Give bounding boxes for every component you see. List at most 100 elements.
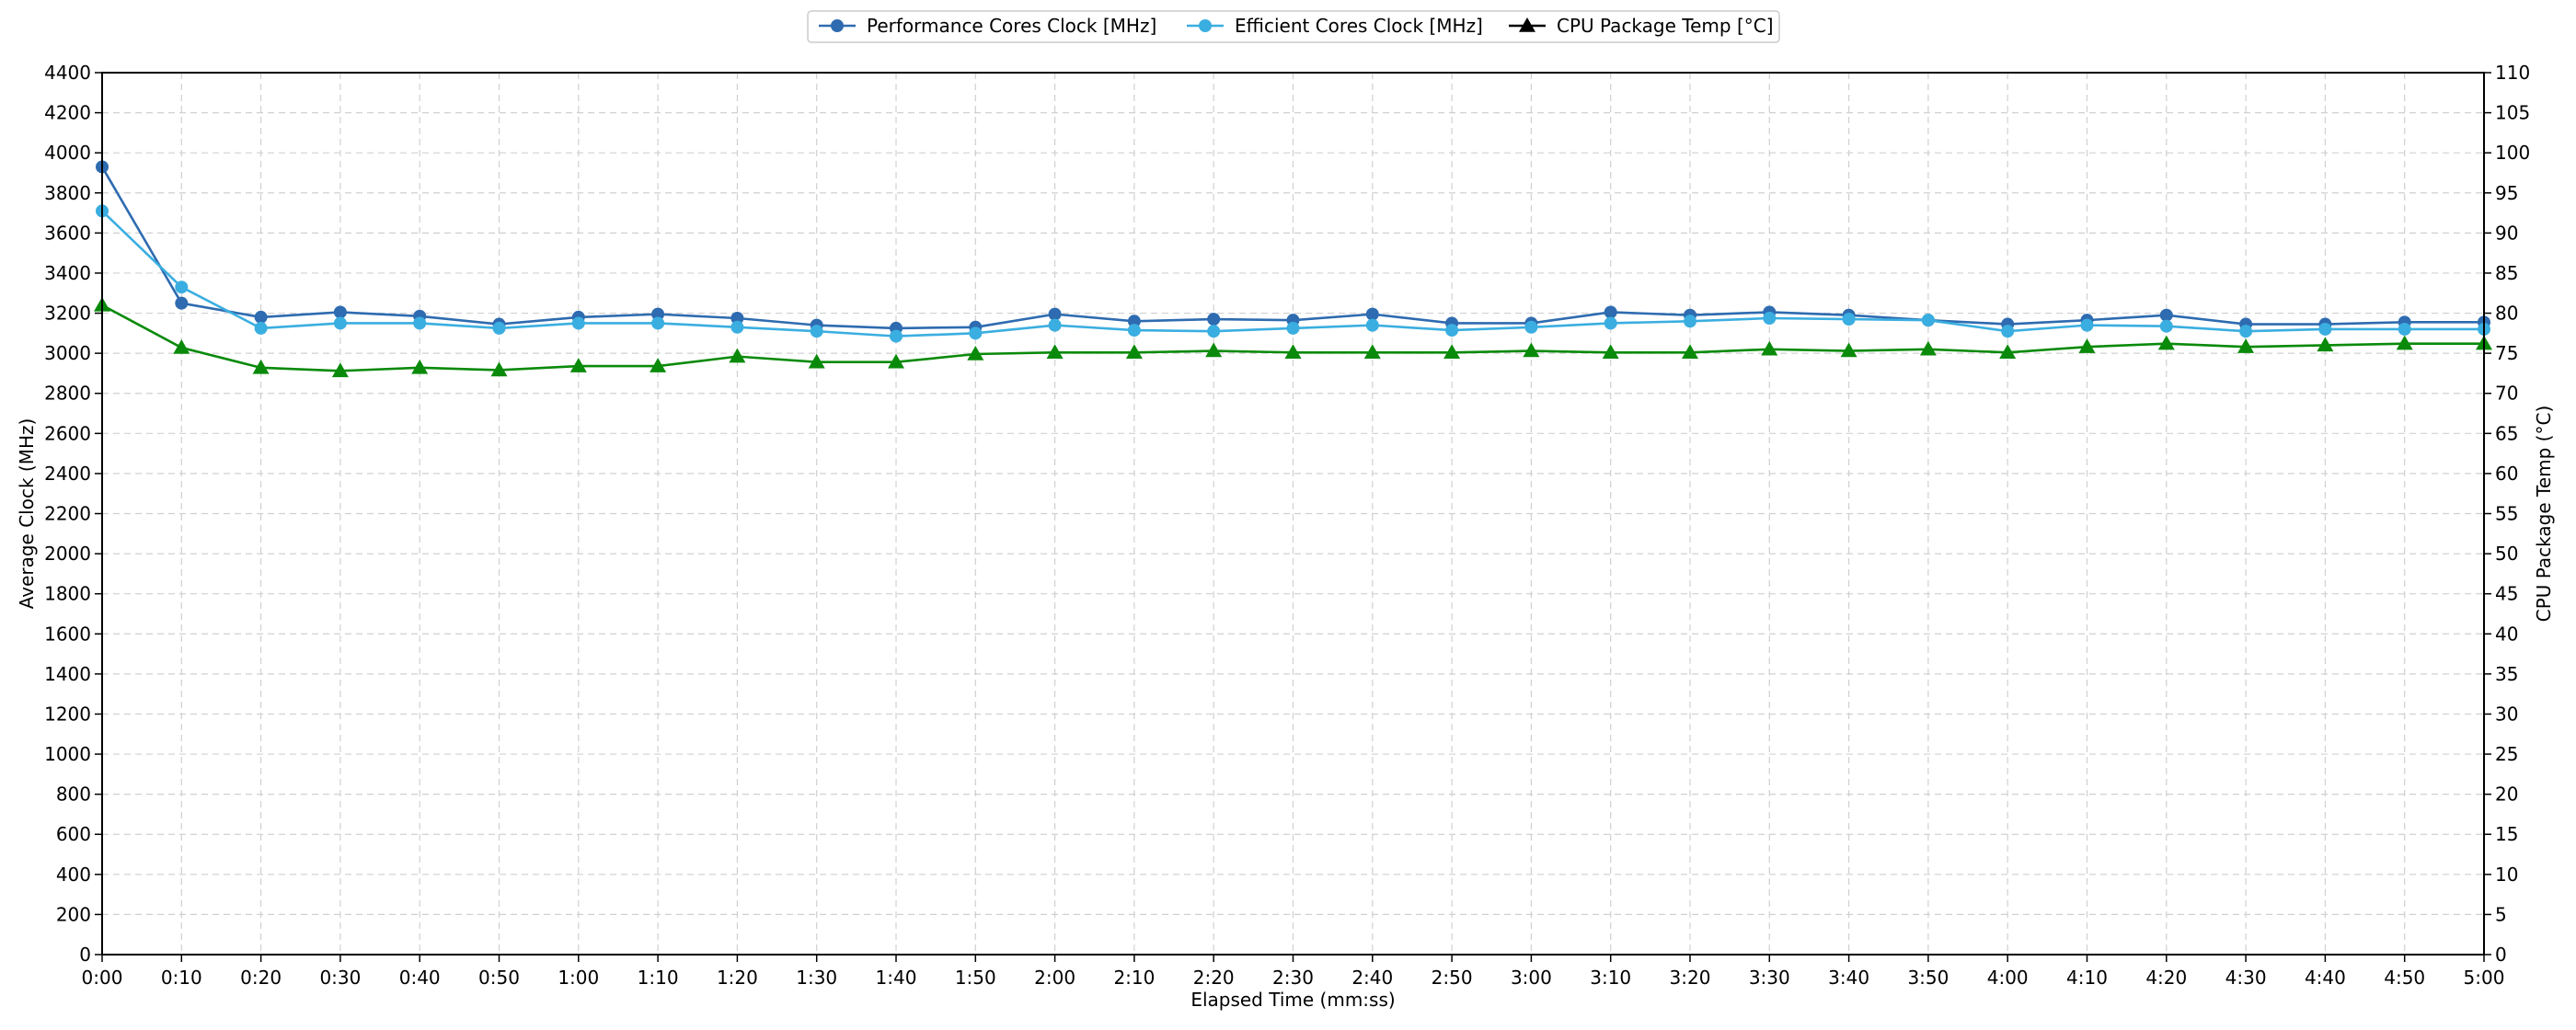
axes: 0:00 0:10 0:20 0:30 0:40 0:50 1:00 1:10 1:20 1:30… [44, 62, 2530, 989]
data-point [969, 326, 983, 340]
data-point [2317, 337, 2334, 352]
data-point [1604, 305, 1617, 319]
data-point [254, 310, 268, 324]
data-point [967, 346, 984, 360]
data-point [730, 311, 744, 325]
grid [101, 72, 2485, 956]
data-point [2078, 338, 2096, 353]
data-point [1205, 342, 1223, 358]
data-point [651, 316, 665, 330]
data-point [1284, 344, 1302, 360]
x-tick-label: 1:40 [876, 967, 917, 989]
data-point [1919, 340, 1937, 356]
series-2 [94, 296, 2492, 378]
data-point [569, 358, 587, 372]
y2-tick-label: 80 [2495, 303, 2518, 325]
x-tick-label: 3:10 [1590, 967, 1631, 989]
legend: Performance Cores Clock [MHz] Efficient C… [807, 10, 1780, 43]
data-point [1363, 344, 1381, 360]
data-point [1443, 344, 1461, 360]
data-point [729, 348, 746, 363]
data-point [888, 353, 904, 369]
y2-tick-label: 70 [2495, 383, 2518, 405]
data-point [173, 339, 190, 354]
data-point [1125, 344, 1143, 360]
y2-tick-label: 10 [2495, 864, 2518, 886]
y2-tick-label: 5 [2495, 903, 2507, 925]
data-point [2396, 335, 2413, 350]
y-tick-label: 2800 [44, 383, 91, 405]
data-point [1763, 311, 1777, 325]
y-tick-label: 2600 [44, 422, 91, 444]
data-point [492, 321, 506, 335]
data-point [650, 358, 667, 372]
data-point [730, 320, 744, 334]
y-tick-label: 4400 [44, 62, 91, 84]
data-point [1048, 307, 1062, 321]
y2-tick-label: 30 [2495, 703, 2518, 725]
y-tick-label: 400 [56, 864, 91, 886]
legend-label: CPU Package Temp [°C] [1557, 15, 1774, 37]
x-tick-label: 0:20 [240, 967, 282, 989]
legend-box [807, 10, 1780, 43]
legend-marker [1199, 19, 1212, 32]
data-point [1365, 307, 1379, 321]
y2-tick-label: 65 [2495, 422, 2518, 444]
data-point [2080, 318, 2094, 332]
y2-tick-label: 100 [2495, 142, 2530, 164]
data-point [333, 316, 347, 330]
series-layer [94, 160, 2492, 378]
x-tick-label: 3:00 [1511, 967, 1552, 989]
data-point [175, 280, 189, 294]
data-point [1365, 318, 1379, 332]
y-tick-label: 800 [56, 784, 91, 806]
data-point [411, 359, 429, 374]
data-point [1523, 342, 1540, 358]
x-tick-label: 1:50 [955, 967, 996, 989]
data-point [1127, 324, 1141, 338]
data-point [1445, 324, 1459, 338]
x-tick-label: 2:30 [1272, 967, 1314, 989]
legend-label: Performance Cores Clock [MHz] [867, 15, 1156, 37]
legend-marker [1519, 17, 1535, 32]
data-point [1842, 313, 1856, 326]
x-tick-label: 0:30 [319, 967, 361, 989]
y-tick-label: 3000 [44, 342, 91, 364]
data-point [1604, 316, 1617, 330]
y-tick-label: 4000 [44, 142, 91, 164]
data-point [808, 353, 825, 369]
x-tick-label: 0:10 [161, 967, 202, 989]
data-point [333, 305, 347, 319]
legend-marker [831, 19, 844, 32]
y2-tick-label: 40 [2495, 623, 2518, 645]
y-tick-label: 3800 [44, 182, 91, 204]
x-tick-label: 3:30 [1749, 967, 1790, 989]
data-point [2398, 322, 2411, 336]
y2-tick-label: 45 [2495, 583, 2518, 605]
y2-axis-title: CPU Package Temp (°C) [2533, 406, 2555, 623]
y2-tick-label: 15 [2495, 823, 2518, 845]
x-tick-label: 4:20 [2145, 967, 2187, 989]
x-tick-label: 3:40 [1828, 967, 1869, 989]
data-point [1286, 321, 1300, 335]
x-tick-label: 3:50 [1907, 967, 1949, 989]
data-point [1207, 325, 1221, 338]
x-tick-label: 1:20 [717, 967, 758, 989]
x-tick-label: 2:20 [1193, 967, 1235, 989]
x-tick-label: 4:50 [2384, 967, 2425, 989]
y2-tick-label: 25 [2495, 743, 2518, 765]
y-tick-label: 3600 [44, 222, 91, 244]
x-tick-label: 4:30 [2225, 967, 2267, 989]
x-tick-label: 4:10 [2066, 967, 2108, 989]
x-tick-label: 4:00 [1987, 967, 2029, 989]
y-tick-label: 3400 [44, 262, 91, 284]
data-point [1207, 313, 1221, 326]
legend-label: Efficient Cores Clock [MHz] [1235, 15, 1483, 37]
y-tick-label: 0 [79, 944, 91, 966]
series-1 [96, 204, 2490, 343]
y2-tick-label: 55 [2495, 503, 2518, 525]
data-point [1840, 342, 1857, 358]
data-point [1127, 315, 1141, 328]
y2-tick-label: 35 [2495, 663, 2518, 685]
